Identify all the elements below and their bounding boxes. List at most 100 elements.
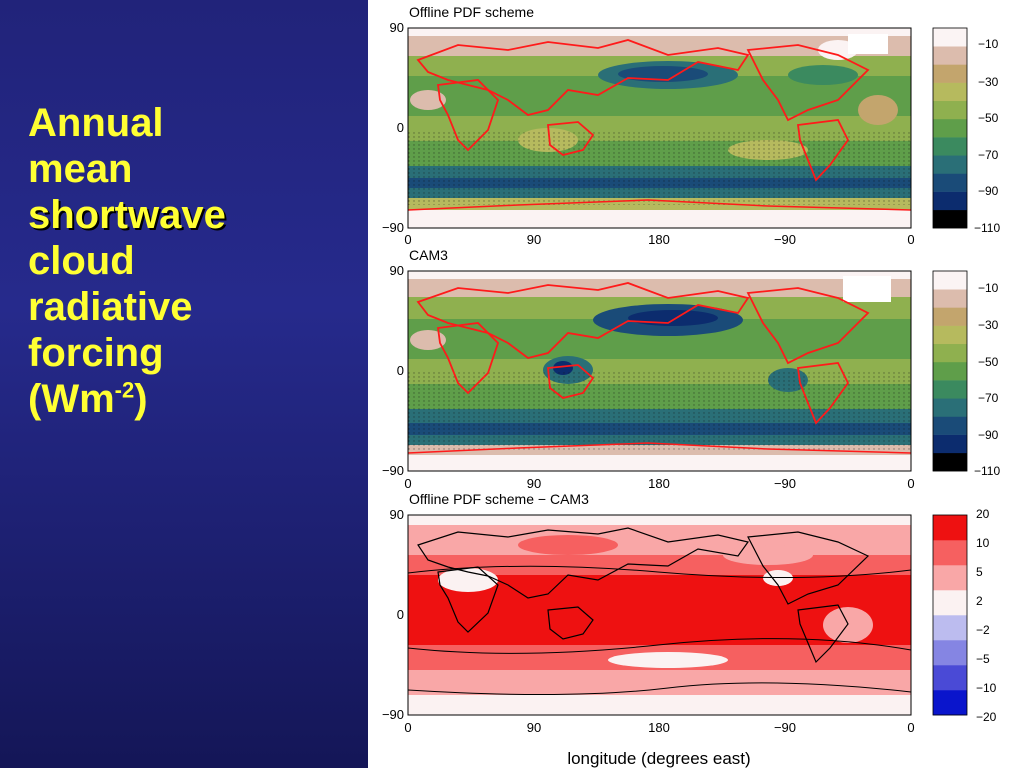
panel-1-colorbar-frame bbox=[932, 27, 968, 229]
panel-2-ytick-m90: −90 bbox=[382, 463, 404, 478]
panel-2-cb-label-2: −30 bbox=[978, 318, 999, 332]
panel-2-colorbar-swatch-10 bbox=[933, 434, 967, 454]
panel-2-colorbar-swatch-11 bbox=[933, 452, 967, 472]
panel-3-title: Offline PDF scheme − CAM3 bbox=[409, 491, 589, 507]
panel-2-y-ticks: 90 0 −90 bbox=[382, 263, 404, 478]
panel-2-colorbar-swatch-5 bbox=[933, 343, 967, 363]
panel-3-cb-label-6: −5 bbox=[976, 652, 990, 666]
panel-2-ytick-0: 0 bbox=[397, 363, 404, 378]
panel-2-title: CAM3 bbox=[409, 247, 448, 263]
panel-2-colorbar-swatch-4 bbox=[933, 325, 967, 345]
panel-2-cb-label-5: −90 bbox=[978, 428, 999, 442]
panel-3-y-ticks: 90 0 −90 bbox=[382, 507, 404, 722]
panel-1-colorbar-swatch-6 bbox=[933, 118, 967, 138]
panel-2-colorbar-swatch-7 bbox=[933, 380, 967, 399]
panel-2-xtick-90: 90 bbox=[527, 476, 541, 491]
panel-2-colorbar-swatch-9 bbox=[933, 416, 967, 435]
panel-1-colorbar-swatch-2 bbox=[933, 46, 967, 65]
panel-3-map bbox=[407, 514, 912, 716]
panel-1-colorbar-swatch-1 bbox=[933, 28, 967, 47]
x-axis-label: longitude (degrees east) bbox=[567, 749, 750, 768]
panel-2-x-ticks: 0 90 180 −90 0 bbox=[404, 476, 914, 491]
panel-3-ytick-90: 90 bbox=[390, 507, 404, 522]
panel-1-colorbar-swatch-9 bbox=[933, 173, 967, 192]
panel-2-cb-label-1: −10 bbox=[978, 281, 999, 295]
figure-svg: Offline PDF scheme bbox=[382, 4, 1001, 768]
panel-1-colorbar-swatch-11 bbox=[933, 209, 967, 229]
panel-3-colorbar-frame bbox=[932, 514, 968, 716]
panel-2: CAM3 bbox=[382, 247, 1001, 491]
panel-3-colorbar-swatch-3 bbox=[933, 565, 967, 591]
title-line-1: Annual bbox=[28, 101, 164, 145]
panel-1-colorbar-swatch-5 bbox=[933, 100, 967, 120]
panel-3-colorbar-swatch-1 bbox=[933, 515, 967, 541]
panel-1-title: Offline PDF scheme bbox=[409, 4, 534, 20]
panel-2-xtick-180: 180 bbox=[648, 476, 670, 491]
panel-1-colorbar: −10 −30 −50 −70 −90 −110 bbox=[932, 27, 1000, 235]
panel-3-colorbar: 20 10 5 2 −2 −5 −10 −20 bbox=[932, 507, 997, 724]
panel-3-colorbar-swatch-5 bbox=[933, 615, 967, 641]
figure-panel: Offline PDF scheme bbox=[368, 0, 1024, 768]
panel-3-ytick-m90: −90 bbox=[382, 707, 404, 722]
panel-1-colorbar-swatch-3 bbox=[933, 64, 967, 83]
panel-1-ytick-m90: −90 bbox=[382, 220, 404, 235]
panel-1-cb-label-5: −90 bbox=[978, 184, 999, 198]
panel-1-cb-label-2: −30 bbox=[978, 75, 999, 89]
panel-1-x-ticks: 0 90 180 −90 0 bbox=[404, 232, 914, 247]
panel-1-colorbar-swatch-10 bbox=[933, 191, 967, 211]
panel-1-xtick-90: 90 bbox=[527, 232, 541, 247]
unit-prefix: (Wm bbox=[28, 377, 115, 421]
panel-3-colorbar-swatch-6 bbox=[933, 640, 967, 666]
panel-1: Offline PDF scheme bbox=[382, 4, 1001, 247]
panel-3-cb-label-5: −2 bbox=[976, 623, 990, 637]
panel-2-colorbar-swatch-1 bbox=[933, 271, 967, 290]
panel-1-colorbar-swatch-8 bbox=[933, 155, 967, 174]
panel-3-cb-label-4: 2 bbox=[976, 594, 983, 608]
panel-3-xtick-180: 180 bbox=[648, 720, 670, 735]
panel-2-colorbar-swatch-8 bbox=[933, 398, 967, 417]
title-line-3: shortwave bbox=[28, 193, 226, 237]
panel-3-xtick-0: 0 bbox=[404, 720, 411, 735]
panel-3-colorbar-swatch-7 bbox=[933, 665, 967, 691]
title-line-5: radiative bbox=[28, 285, 193, 329]
unit-suffix: ) bbox=[134, 377, 148, 421]
panel-3-colorbar-swatch-8 bbox=[933, 690, 967, 716]
panel-2-xtick-0: 0 bbox=[404, 476, 411, 491]
panel-3-cb-label-3: 5 bbox=[976, 565, 983, 579]
panel-2-xtick-m90: −90 bbox=[774, 476, 796, 491]
unit-superscript: -2 bbox=[114, 377, 135, 403]
panel-2-map bbox=[407, 270, 912, 472]
title-line-4: cloud bbox=[28, 239, 135, 283]
panel-1-cb-label-3: −50 bbox=[978, 111, 999, 125]
panel-2-cb-label-3: −50 bbox=[978, 355, 999, 369]
panel-3-cb-label-7: −10 bbox=[976, 681, 997, 695]
panel-2-colorbar: −10 −30 −50 −70 −90 −110 bbox=[932, 270, 1000, 478]
title-unit: (Wm-2) bbox=[28, 376, 358, 422]
title-line-2: mean bbox=[28, 147, 133, 191]
panel-3: Offline PDF scheme − CAM3 bbox=[382, 491, 997, 735]
panel-2-cb-label-6: −110 bbox=[974, 464, 1000, 478]
panel-1-xtick-0b: 0 bbox=[907, 232, 914, 247]
panel-3-x-ticks: 0 90 180 −90 0 bbox=[404, 720, 914, 735]
slide-title: Annual mean shortwave cloud radiative fo… bbox=[28, 100, 358, 422]
panel-2-colorbar-swatch-6 bbox=[933, 361, 967, 381]
panel-3-ytick-0: 0 bbox=[397, 607, 404, 622]
panel-3-colorbar-swatch-2 bbox=[933, 540, 967, 566]
panel-1-cb-label-6: −110 bbox=[974, 221, 1000, 235]
panel-2-cb-label-4: −70 bbox=[978, 391, 999, 405]
panel-1-map bbox=[407, 27, 912, 229]
panel-3-colorbar-swatch-4 bbox=[933, 590, 967, 616]
panel-2-colorbar-frame bbox=[932, 270, 968, 472]
panel-1-xtick-180: 180 bbox=[648, 232, 670, 247]
panel-3-cb-label-1: 20 bbox=[976, 507, 990, 521]
panel-1-xtick-m90: −90 bbox=[774, 232, 796, 247]
title-line-6: forcing bbox=[28, 331, 164, 375]
panel-1-cb-label-4: −70 bbox=[978, 148, 999, 162]
panel-2-colorbar-swatch-3 bbox=[933, 307, 967, 326]
panel-2-xtick-0b: 0 bbox=[907, 476, 914, 491]
panel-1-y-ticks: 90 0 −90 bbox=[382, 20, 404, 235]
panel-1-colorbar-swatch-4 bbox=[933, 82, 967, 102]
panel-3-cb-label-8: −20 bbox=[976, 710, 997, 724]
panel-1-ytick-90: 90 bbox=[390, 20, 404, 35]
panel-1-cb-label-1: −10 bbox=[978, 37, 999, 51]
